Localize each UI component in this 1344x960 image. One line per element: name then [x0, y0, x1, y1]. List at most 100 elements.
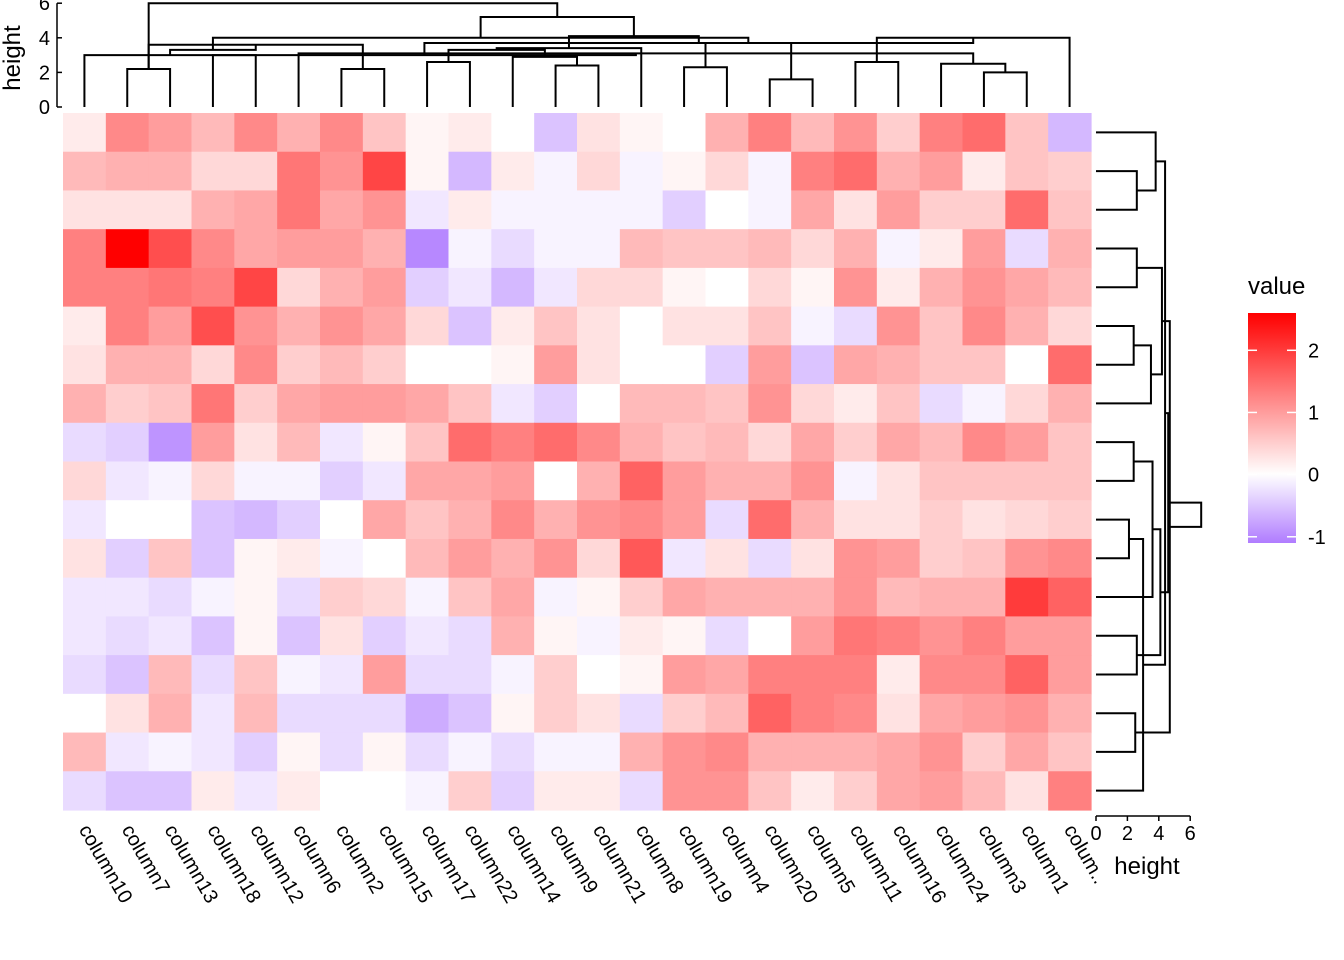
heatmap-cell	[534, 267, 578, 308]
heatmap-cell	[448, 113, 492, 153]
heatmap-cell	[919, 771, 964, 811]
heatmap-cell	[491, 538, 535, 579]
heatmap-cell	[105, 151, 150, 192]
heatmap-cell	[834, 538, 878, 579]
heatmap-cell	[705, 229, 749, 269]
heatmap-cell	[405, 577, 450, 617]
heatmap-cell	[191, 229, 235, 269]
heatmap-cell	[191, 500, 235, 540]
heatmap-cell	[191, 422, 235, 463]
heatmap-cell	[448, 500, 492, 540]
heatmap-cell	[1005, 113, 1049, 153]
heatmap-cell	[619, 577, 664, 617]
legend-title: value	[1248, 273, 1305, 300]
heatmap-cell	[320, 345, 364, 385]
heatmap-cell	[448, 151, 492, 192]
heatmap-cell	[148, 538, 193, 579]
heatmap-cell	[491, 229, 535, 269]
heatmap-cell	[191, 345, 235, 385]
heatmap-cell	[534, 732, 578, 772]
heatmap-cell	[791, 616, 835, 656]
heatmap-cell	[277, 616, 321, 656]
dendrogram-branch	[1136, 266, 1163, 376]
heatmap-cell	[619, 538, 664, 579]
dendrogram-branch	[1096, 634, 1138, 676]
heatmap-cell	[1005, 693, 1049, 734]
heatmap-cell	[791, 384, 835, 424]
heatmap-cell	[63, 422, 107, 463]
heatmap-cell	[919, 267, 964, 308]
heatmap-cell	[748, 345, 792, 385]
heatmap-cell	[876, 771, 921, 811]
heatmap-cell	[405, 732, 450, 772]
heatmap-cell	[191, 461, 235, 501]
heatmap-cell	[191, 306, 235, 346]
dendrogram-branch	[982, 71, 1028, 107]
heatmap-cell	[277, 538, 321, 579]
heatmap-cell	[748, 500, 792, 540]
heatmap-cell	[962, 771, 1006, 811]
heatmap-cell	[405, 113, 450, 153]
heatmap-cell	[491, 113, 535, 153]
heatmap-cell	[619, 500, 664, 540]
heatmap-cell	[705, 113, 749, 153]
heatmap-cell	[148, 345, 193, 385]
heatmap-cell	[320, 771, 364, 811]
heatmap-cell	[320, 461, 364, 501]
heatmap-cell	[919, 422, 964, 463]
heatmap-cell	[919, 577, 964, 617]
heatmap-cell	[662, 113, 707, 153]
heatmap-cell	[234, 306, 278, 346]
heatmap-cell	[834, 151, 878, 192]
heatmap-cell	[705, 500, 749, 540]
heatmap-cell	[919, 538, 964, 579]
heatmap-cell	[191, 267, 235, 308]
heatmap-cell	[320, 538, 364, 579]
heatmap-cell	[577, 655, 621, 695]
heatmap-cell	[448, 461, 492, 501]
heatmap-cell	[320, 422, 364, 463]
heatmap-cell	[362, 538, 407, 579]
heatmap-cell	[405, 655, 450, 695]
heatmap-cell	[577, 306, 621, 346]
heatmap-cell	[320, 113, 364, 153]
heatmap-cell	[63, 229, 107, 269]
heatmap-cell	[1048, 267, 1092, 308]
heatmap-cell	[491, 151, 535, 192]
heatmap-cell	[662, 461, 707, 501]
heatmap-cell	[577, 616, 621, 656]
heatmap-cell	[791, 461, 835, 501]
heatmap-cell	[919, 461, 964, 501]
heatmap-cell	[320, 616, 364, 656]
heatmap-cell	[105, 771, 150, 811]
heatmap-cell	[1048, 345, 1092, 385]
heatmap-cell	[234, 538, 278, 579]
row-dendrogram-axis-title: height	[1114, 853, 1180, 880]
top-dendrogram-axis-title: height	[0, 25, 26, 91]
heatmap-cell	[405, 461, 450, 501]
heatmap-cell	[320, 693, 364, 734]
heatmap-cell	[320, 384, 364, 424]
heatmap-cell	[63, 151, 107, 192]
axis-tick-label: 2	[1122, 823, 1133, 845]
heatmap-cell	[320, 306, 364, 346]
heatmap-cell	[448, 384, 492, 424]
heatmap-cell	[791, 345, 835, 385]
heatmap-cell	[919, 616, 964, 656]
heatmap-cell	[748, 771, 792, 811]
heatmap-cell	[876, 655, 921, 695]
heatmap-cell	[405, 538, 450, 579]
heatmap-cell	[191, 732, 235, 772]
heatmap-cell	[619, 732, 664, 772]
heatmap-cell	[748, 113, 792, 153]
heatmap-cell	[619, 267, 664, 308]
heatmap-cell	[362, 616, 407, 656]
heatmap-cell	[491, 461, 535, 501]
heatmap-cell	[534, 616, 578, 656]
heatmap-cell	[491, 306, 535, 346]
heatmap-cell	[362, 577, 407, 617]
heatmap-cell	[876, 577, 921, 617]
heatmap-cell	[705, 151, 749, 192]
